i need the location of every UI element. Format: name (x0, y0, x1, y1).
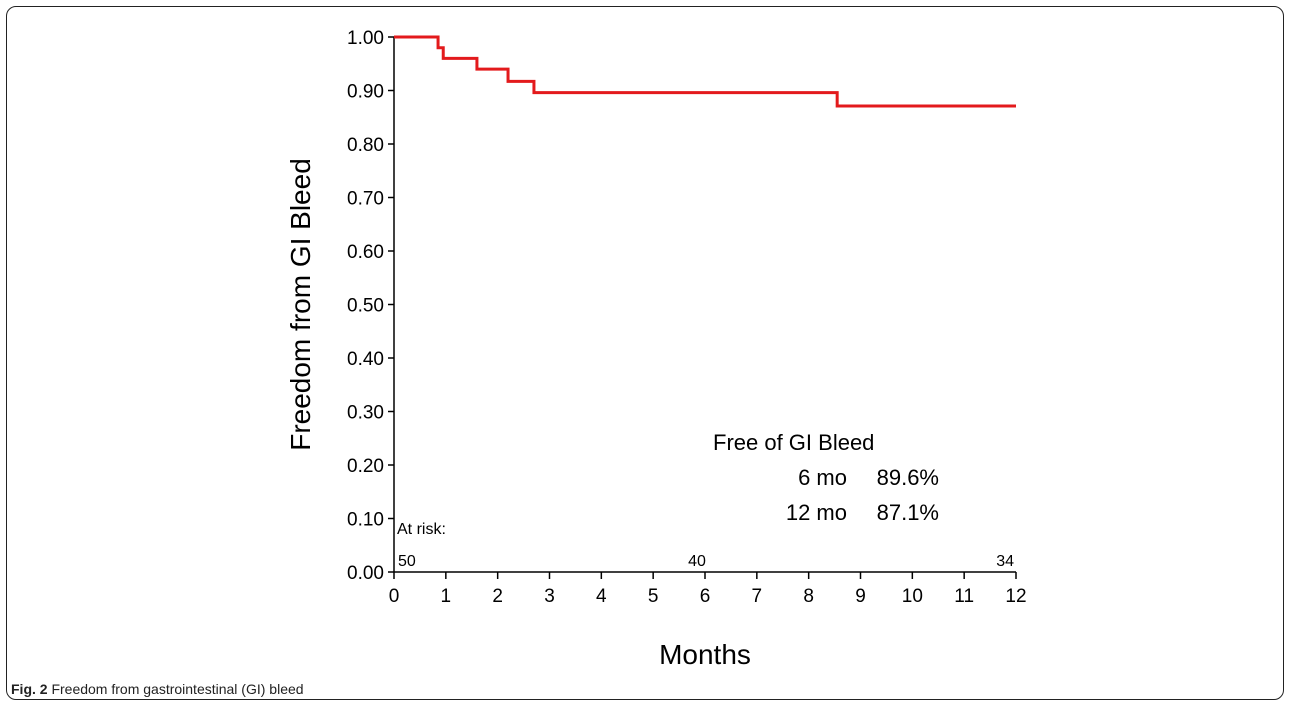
y-tick-label: 0.50 (347, 296, 384, 317)
axes (393, 37, 1016, 573)
x-tick-label: 6 (700, 586, 711, 607)
annotation-row-label: 12 mo (786, 500, 847, 525)
y-tick-label: 0.30 (347, 403, 384, 424)
x-tick-label: 5 (648, 586, 659, 607)
x-tick-label: 9 (855, 586, 866, 607)
y-tick-label: 0.60 (347, 242, 384, 263)
y-tick-label: 0.00 (347, 563, 384, 584)
x-tick-label: 11 (954, 586, 974, 607)
x-tick-label: 0 (389, 586, 400, 607)
annotation-row-label: 6 mo (798, 465, 847, 490)
at-risk-count: 40 (688, 553, 706, 570)
x-axis-title: Months (659, 639, 751, 670)
at-risk-count: 50 (398, 553, 416, 570)
figure-label: Fig. 2 (11, 681, 48, 697)
at-risk-count: 34 (996, 553, 1014, 570)
y-axis-title: Freedom from GI Bleed (285, 158, 316, 451)
figure-frame (6, 6, 1284, 700)
annotation-title: Free of GI Bleed (713, 430, 874, 455)
y-tick-label: 0.70 (347, 189, 384, 210)
x-tick-label: 10 (902, 586, 923, 607)
figure-caption: Fig. 2 Freedom from gastrointestinal (GI… (11, 681, 304, 697)
y-tick-label: 0.80 (347, 135, 384, 156)
x-tick-label: 12 (1005, 586, 1026, 607)
annotation-row-value: 87.1% (877, 500, 939, 525)
y-tick-label: 0.40 (347, 349, 384, 370)
x-tick-label: 4 (596, 586, 607, 607)
y-tick-label: 0.90 (347, 82, 384, 103)
x-tick-label: 8 (803, 586, 814, 607)
x-tick-label: 1 (441, 586, 452, 607)
survival-curve (394, 35, 1016, 108)
y-tick-label: 0.20 (347, 456, 384, 477)
at-risk-label: At risk: (397, 521, 446, 538)
y-tick-label: 0.10 (347, 510, 384, 531)
figure-caption-text: Freedom from gastrointestinal (GI) bleed (51, 681, 304, 697)
y-tick-label: 1.00 (347, 28, 384, 49)
x-tick-label: 2 (492, 586, 503, 607)
survival-annotation: Free of GI Bleed 6 mo 89.6% 12 mo 87.1% (713, 430, 939, 525)
at-risk-table: At risk: 50 40 34 (397, 521, 1014, 570)
annotation-row-value: 89.6% (877, 465, 939, 490)
x-tick-label: 3 (544, 586, 555, 607)
x-tick-label: 7 (752, 586, 763, 607)
